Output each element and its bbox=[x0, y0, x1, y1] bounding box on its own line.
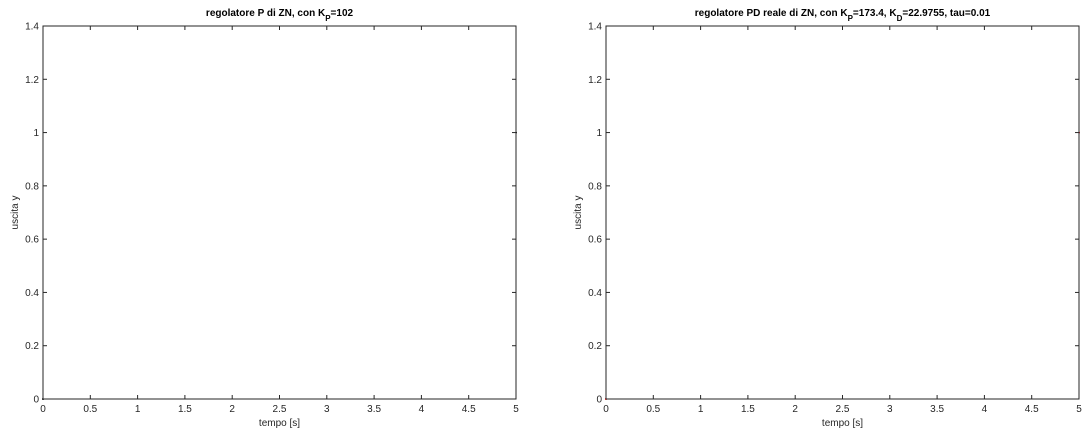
x-tick-label: 2 bbox=[229, 404, 235, 415]
chart-right: 0 0.5 1 1.5 2 2.5 3 3.5 4 4.5 5 0 0.2 0.4 0.6 0.8 1 1.2 1.… bbox=[573, 8, 1082, 429]
y-tick-label: 1 bbox=[596, 128, 602, 139]
y-axis-label: uscita y bbox=[10, 196, 21, 230]
x-axis-label: tempo [s] bbox=[259, 418, 300, 429]
x-tick-label: 2.5 bbox=[273, 404, 287, 415]
title-subscript: D bbox=[897, 14, 903, 23]
axes-box bbox=[42, 25, 517, 400]
x-tick-label: 1.5 bbox=[178, 404, 192, 415]
title-subscript: P bbox=[325, 14, 331, 23]
title-segment: regolatore P di ZN, con K bbox=[206, 8, 326, 19]
y-tick-label: 1 bbox=[33, 128, 39, 139]
title-segment: =102 bbox=[331, 8, 354, 19]
x-tick-label: 2.5 bbox=[836, 404, 850, 415]
y-tick-label: 0.2 bbox=[25, 341, 39, 352]
x-tick-label: 0 bbox=[40, 404, 46, 415]
x-tick-label: 3.5 bbox=[367, 404, 381, 415]
y-tick-label: 0 bbox=[33, 395, 39, 406]
x-tick-label: 4 bbox=[419, 404, 425, 415]
x-tick-label: 0.5 bbox=[83, 404, 97, 415]
y-tick-label: 0.6 bbox=[588, 235, 602, 246]
y-tick-label: 0.4 bbox=[25, 288, 39, 299]
y-tick-label: 0.8 bbox=[25, 181, 39, 192]
y-tick-label: 0.8 bbox=[588, 181, 602, 192]
x-tick-label: 0 bbox=[603, 404, 609, 415]
y-tick-label: 1.4 bbox=[25, 22, 39, 33]
x-tick-label: 4 bbox=[982, 404, 988, 415]
y-tick-label: 0.2 bbox=[588, 341, 602, 352]
x-axis-label: tempo [s] bbox=[822, 418, 863, 429]
x-tick-label: 2 bbox=[792, 404, 798, 415]
y-tick-label: 1.2 bbox=[25, 75, 39, 86]
y-axis-label: uscita y bbox=[573, 196, 584, 230]
title-segment: =22.9755, tau=0.01 bbox=[902, 8, 990, 19]
chart-title: regolatore PD reale di ZN, con KP=173.4,… bbox=[695, 8, 991, 23]
x-tick-label: 4.5 bbox=[462, 404, 476, 415]
chart-title: regolatore P di ZN, con KP=102 bbox=[206, 8, 354, 23]
chart-left: 0 0.5 1 1.5 2 2.5 3 3.5 4 4.5 5 0 0.2 0.4 0.6 0.8 1 1.2 1.… bbox=[10, 8, 519, 429]
y-tick-label: 1.4 bbox=[588, 22, 602, 33]
x-tick-label: 5 bbox=[513, 404, 519, 415]
x-tick-label: 5 bbox=[1076, 404, 1082, 415]
y-tick-label: 0.6 bbox=[25, 235, 39, 246]
x-tick-label: 3 bbox=[887, 404, 893, 415]
title-segment: regolatore PD reale di ZN, con K bbox=[695, 8, 849, 19]
x-tick-label: 0.5 bbox=[646, 404, 660, 415]
x-tick-label: 1 bbox=[135, 404, 141, 415]
title-segment: =173.4, K bbox=[853, 8, 897, 19]
y-tick-label: 0.4 bbox=[588, 288, 602, 299]
x-tick-label: 4.5 bbox=[1025, 404, 1039, 415]
axes-box bbox=[605, 25, 1080, 400]
x-tick-label: 3 bbox=[324, 404, 330, 415]
x-tick-label: 1 bbox=[698, 404, 704, 415]
x-tick-label: 3.5 bbox=[930, 404, 944, 415]
title-subscript: P bbox=[848, 14, 854, 23]
x-tick-label: 1.5 bbox=[741, 404, 755, 415]
y-tick-label: 0 bbox=[596, 395, 602, 406]
y-tick-label: 1.2 bbox=[588, 75, 602, 86]
